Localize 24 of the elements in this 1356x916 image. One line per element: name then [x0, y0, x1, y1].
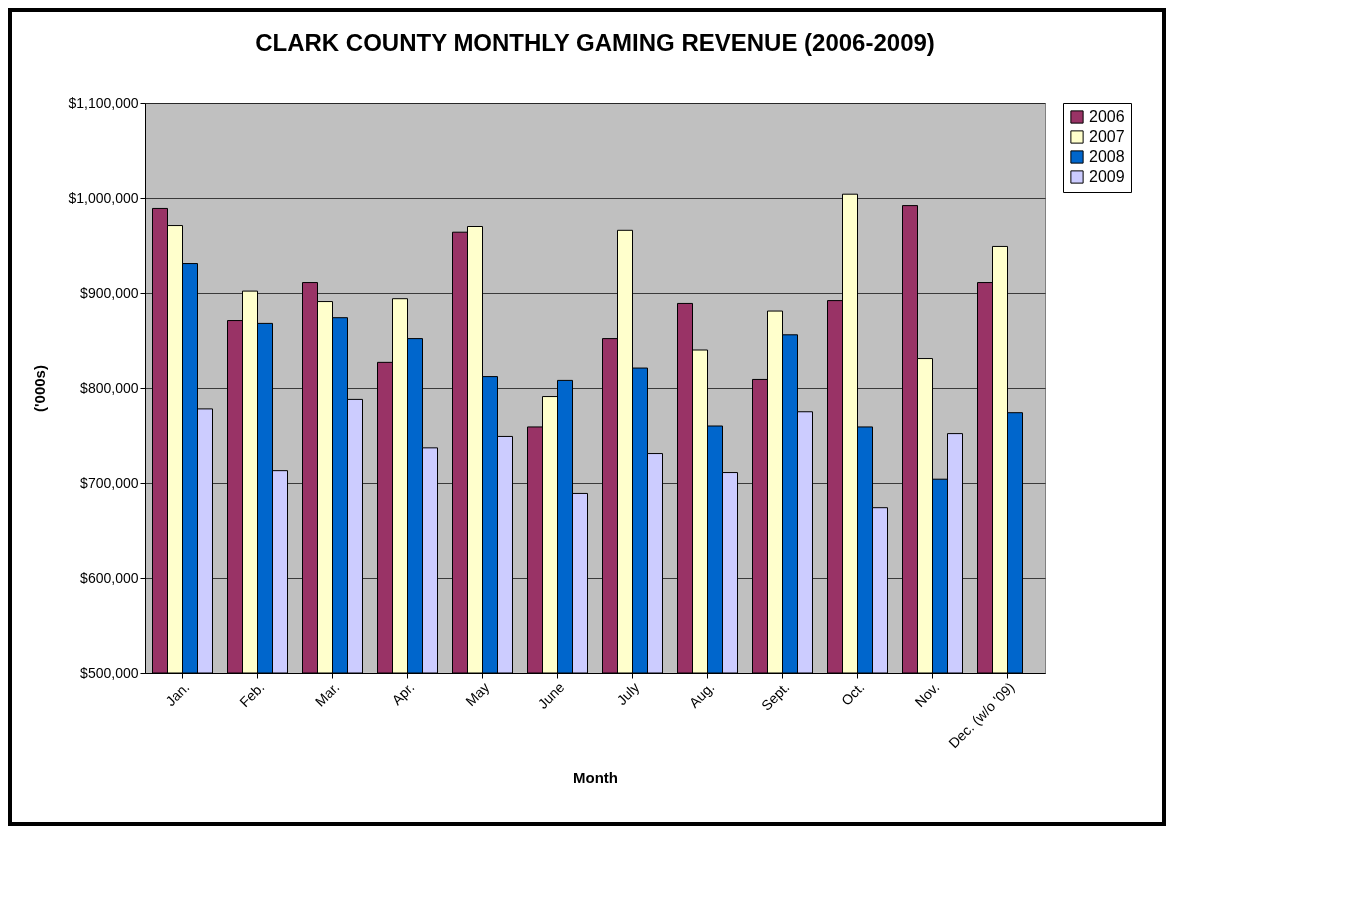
x-tick-label: Feb. — [236, 679, 268, 711]
x-tick-label: Dec. (w/o '09) — [945, 679, 1018, 752]
legend-label: 2007 — [1089, 128, 1125, 145]
x-tick-label: Aug. — [685, 679, 718, 711]
y-tick-label: $700,000 — [80, 474, 139, 491]
x-tick-label: Apr. — [388, 679, 418, 709]
y-tick-label: $1,000,000 — [68, 189, 139, 206]
y-tick-label: $900,000 — [80, 284, 139, 301]
x-axis-title: Month — [573, 769, 618, 787]
x-tick-label: May — [462, 679, 493, 710]
x-tick-label: Nov. — [911, 679, 943, 711]
y-tick-label: $500,000 — [80, 664, 139, 681]
y-tick-label: $600,000 — [80, 569, 139, 586]
y-tick-label: $800,000 — [80, 379, 139, 396]
y-axis-title: ('000s) — [31, 365, 49, 412]
x-tick-label: Oct. — [837, 679, 868, 709]
legend-label: 2009 — [1089, 168, 1125, 185]
x-tick-label: Jan. — [162, 679, 193, 710]
y-tick-label: $1,100,000 — [68, 94, 139, 111]
legend-label: 2006 — [1089, 108, 1125, 125]
x-tick-label: Mar. — [311, 679, 343, 710]
legend-label: 2008 — [1089, 148, 1125, 165]
chart-title: CLARK COUNTY MONTHLY GAMING REVENUE (2006-2009) — [255, 29, 935, 56]
x-tick-label: July — [613, 679, 643, 709]
